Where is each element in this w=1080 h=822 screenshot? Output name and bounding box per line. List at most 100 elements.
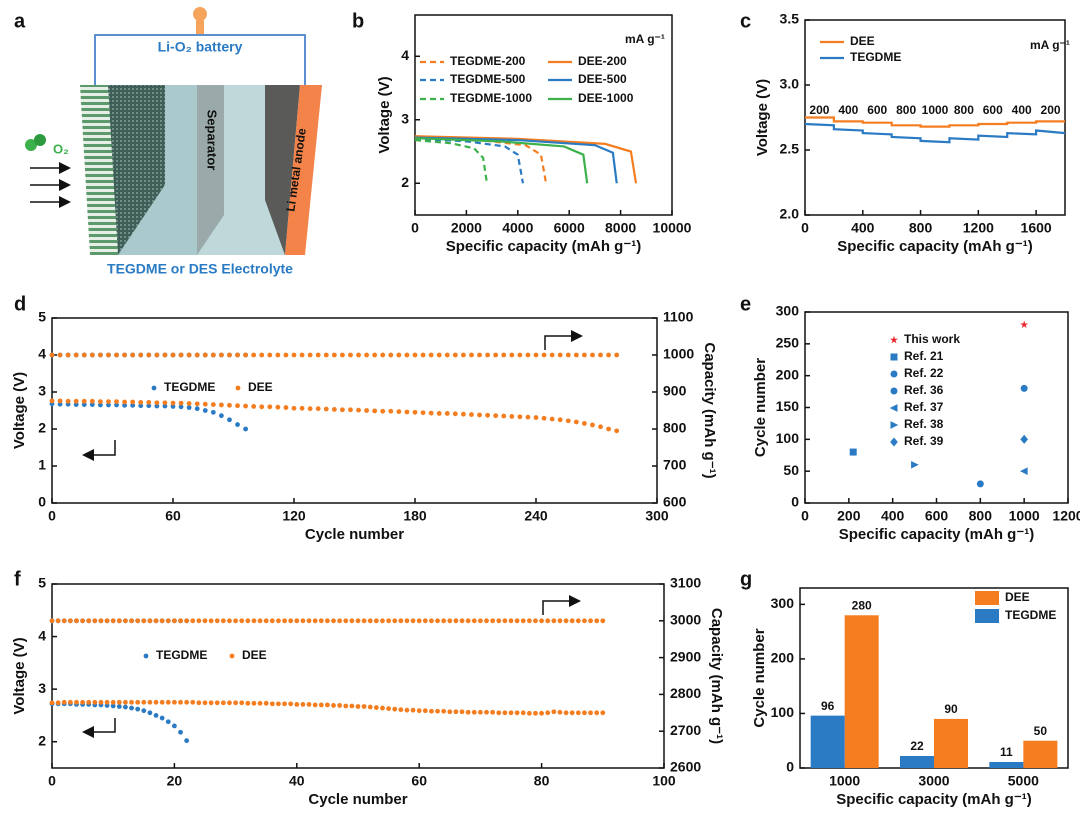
marker	[57, 352, 63, 358]
marker	[588, 710, 593, 716]
marker	[323, 406, 329, 412]
marker	[890, 421, 899, 429]
marker	[165, 618, 171, 624]
panel-label: f	[14, 568, 21, 590]
marker	[106, 402, 111, 408]
x-tick-label: 6000	[554, 220, 585, 236]
marker	[159, 618, 165, 624]
x-axis-label: Specific capacity (mAh g⁻¹)	[839, 526, 1034, 543]
axis-arrow	[542, 595, 581, 615]
marker	[67, 618, 73, 624]
marker	[243, 403, 249, 409]
marker	[186, 401, 192, 406]
marker	[122, 352, 127, 358]
marker	[520, 710, 526, 716]
marker	[890, 335, 898, 344]
legend-swatch	[975, 591, 999, 605]
marker	[153, 699, 159, 705]
marker	[294, 618, 300, 624]
marker	[196, 700, 202, 706]
marker	[190, 699, 196, 705]
y-axis-label: Voltage (V)	[754, 79, 771, 156]
marker	[147, 618, 153, 624]
bar	[844, 615, 879, 768]
y-tick-label: 200	[776, 366, 800, 382]
marker	[141, 618, 147, 624]
marker	[110, 618, 116, 624]
marker	[202, 352, 208, 358]
marker	[520, 618, 526, 624]
marker	[429, 618, 434, 624]
x-tick-label: 0	[48, 773, 56, 789]
marker	[461, 352, 466, 358]
marker	[227, 352, 232, 358]
marker	[194, 406, 200, 412]
marker	[283, 352, 289, 358]
x-tick-label: 800	[909, 220, 933, 236]
marker	[235, 385, 241, 391]
marker	[282, 618, 287, 624]
o2-molecule	[25, 139, 37, 151]
y2-tick-label: 2600	[670, 759, 701, 775]
marker	[557, 618, 563, 624]
marker	[202, 618, 208, 624]
x-axis-label: Cycle number	[308, 791, 407, 808]
marker	[165, 719, 171, 725]
marker	[367, 618, 373, 624]
marker	[276, 618, 281, 624]
schematic: a Li-O₂ battery Separator Li metal anode…	[14, 7, 322, 277]
marker	[386, 706, 391, 711]
marker	[288, 701, 294, 707]
marker	[539, 710, 544, 716]
marker	[49, 700, 55, 706]
x-tick-label: 0	[801, 508, 809, 524]
marker	[196, 618, 202, 624]
bar-value-label: 22	[910, 739, 924, 753]
legend-label: DEE	[850, 34, 875, 48]
marker	[355, 618, 361, 624]
marker	[563, 710, 569, 716]
marker	[477, 412, 482, 418]
marker	[465, 618, 471, 624]
marker	[575, 710, 581, 716]
marker	[80, 618, 85, 624]
marker	[239, 700, 245, 706]
marker	[533, 415, 539, 420]
marker	[92, 618, 98, 624]
marker	[469, 352, 474, 358]
bulb-base	[196, 20, 204, 34]
marker	[220, 618, 226, 624]
x-tick-label: 1200	[1052, 508, 1080, 524]
y-tick-label: 2.5	[780, 141, 800, 157]
marker	[436, 352, 442, 358]
legend-label: TEGDME-500	[450, 72, 526, 86]
bulb	[193, 7, 207, 21]
gas-label: O₂	[53, 141, 69, 156]
x-tick-label: 8000	[605, 220, 636, 236]
legend-label: DEE-200	[578, 54, 627, 68]
marker	[288, 618, 294, 624]
marker	[565, 352, 571, 358]
rate-label: 200	[809, 103, 829, 117]
rate-label: 1000	[922, 103, 949, 117]
marker	[525, 352, 531, 358]
x-tick-label: 60	[165, 508, 181, 524]
marker	[104, 699, 110, 705]
marker	[911, 460, 919, 469]
x-tick-label: 80	[534, 773, 550, 789]
marker	[551, 709, 557, 715]
marker	[594, 618, 600, 624]
bar-value-label: 11	[1000, 745, 1013, 759]
marker	[251, 618, 257, 624]
y-tick-label: 150	[776, 398, 800, 414]
x-tick-label: 0	[801, 220, 809, 236]
panel-label: d	[14, 293, 26, 315]
marker	[257, 700, 263, 706]
marker	[294, 701, 300, 707]
legend-label: DEE	[248, 380, 273, 394]
marker	[184, 738, 190, 744]
marker	[153, 713, 159, 718]
marker	[453, 618, 459, 624]
marker	[410, 618, 416, 624]
marker	[398, 707, 404, 713]
